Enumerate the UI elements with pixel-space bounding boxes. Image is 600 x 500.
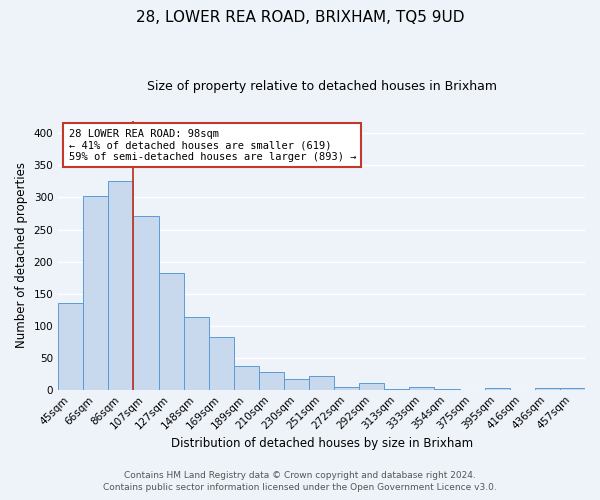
Bar <box>560 388 585 390</box>
Bar <box>359 382 385 390</box>
Bar <box>535 388 560 390</box>
Text: 28 LOWER REA ROAD: 98sqm
← 41% of detached houses are smaller (619)
59% of semi-: 28 LOWER REA ROAD: 98sqm ← 41% of detach… <box>69 128 356 162</box>
Bar <box>309 376 334 390</box>
Bar <box>83 196 109 390</box>
Bar <box>259 372 284 390</box>
X-axis label: Distribution of detached houses by size in Brixham: Distribution of detached houses by size … <box>170 437 473 450</box>
Text: 28, LOWER REA ROAD, BRIXHAM, TQ5 9UD: 28, LOWER REA ROAD, BRIXHAM, TQ5 9UD <box>136 10 464 25</box>
Bar <box>334 386 359 390</box>
Bar <box>234 366 259 390</box>
Title: Size of property relative to detached houses in Brixham: Size of property relative to detached ho… <box>146 80 497 93</box>
Bar <box>209 336 234 390</box>
Bar <box>109 182 133 390</box>
Bar <box>284 379 309 390</box>
Bar <box>409 386 434 390</box>
Bar <box>58 303 83 390</box>
Bar <box>385 389 409 390</box>
Y-axis label: Number of detached properties: Number of detached properties <box>15 162 28 348</box>
Bar <box>133 216 158 390</box>
Bar <box>184 318 209 390</box>
Bar <box>485 388 510 390</box>
Text: Contains HM Land Registry data © Crown copyright and database right 2024.
Contai: Contains HM Land Registry data © Crown c… <box>103 471 497 492</box>
Bar <box>434 389 460 390</box>
Bar <box>158 273 184 390</box>
